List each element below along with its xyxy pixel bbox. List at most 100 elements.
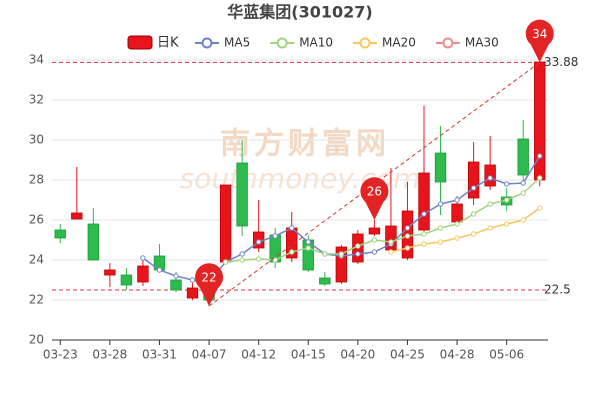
ma-point	[470, 185, 477, 191]
ma-point	[189, 277, 196, 283]
y-tick-label: 24	[29, 253, 44, 267]
legend-label: MA20	[382, 36, 416, 50]
ma-point	[503, 221, 510, 227]
ma-point	[437, 201, 444, 207]
candle-body	[335, 246, 348, 283]
ma-point	[537, 205, 543, 211]
ma-point	[222, 259, 229, 265]
candle-body	[170, 279, 182, 291]
x-tick-label: 03-23	[43, 348, 78, 362]
candle-body	[467, 161, 480, 199]
ma-point	[437, 239, 444, 245]
ma-point	[305, 239, 311, 245]
marker-pin: 26	[360, 177, 389, 220]
ma-point	[454, 221, 460, 227]
candle-body	[451, 203, 463, 223]
ma-point	[289, 249, 295, 255]
ma-point	[520, 190, 526, 196]
ma-line	[390, 207, 541, 253]
x-tick-label: 03-31	[142, 348, 177, 362]
price-line-label: 22.5	[544, 283, 571, 297]
ma-point	[503, 181, 510, 187]
ma-point	[537, 175, 543, 181]
ma-point	[305, 245, 311, 251]
ma-point	[404, 233, 411, 239]
ma-point	[355, 251, 361, 257]
marker-label: 34	[532, 27, 547, 41]
chart-title: 华蓝集团(301027)	[227, 3, 372, 22]
ma-line	[225, 177, 541, 263]
ma-point	[503, 197, 510, 203]
ma-point	[520, 217, 526, 223]
ma-point	[421, 231, 427, 237]
ma-point	[255, 239, 262, 245]
ma-point	[487, 175, 493, 181]
x-tick-label: 04-28	[440, 348, 475, 362]
candle-body	[120, 274, 133, 286]
ma-point	[454, 235, 460, 241]
x-tick-label: 04-07	[192, 348, 227, 362]
ma-point	[239, 257, 245, 263]
ma-point	[371, 237, 378, 243]
x-tick-label: 04-25	[390, 348, 425, 362]
ma-point	[404, 225, 411, 231]
legend-dot	[359, 37, 371, 49]
ma-point	[156, 267, 163, 273]
ma-point	[338, 251, 345, 257]
marker-label: 22	[201, 271, 216, 285]
legend-dot	[442, 37, 454, 49]
ma-point	[404, 245, 411, 251]
ma-point	[371, 249, 378, 255]
legend-label: MA30	[465, 36, 499, 50]
y-tick-label: 26	[29, 213, 44, 227]
candle-body	[104, 269, 116, 276]
x-tick-label: 04-15	[291, 348, 326, 362]
legend-label: MA5	[224, 36, 250, 50]
marker-pin: 22	[195, 263, 224, 306]
candle-body	[434, 152, 447, 183]
candle-body	[418, 172, 430, 231]
candle-body	[219, 184, 232, 263]
ma-point	[537, 153, 543, 159]
legend-swatch	[127, 35, 153, 50]
ma-point	[322, 251, 328, 257]
ma-point	[437, 225, 444, 231]
y-tick-label: 20	[29, 333, 44, 347]
x-tick-label: 05-06	[489, 348, 524, 362]
ma-point	[421, 211, 427, 217]
ma-point	[487, 201, 493, 207]
candle-body	[87, 223, 100, 261]
legend-dot	[201, 37, 213, 49]
ma-point	[421, 241, 427, 247]
x-tick-label: 04-12	[241, 348, 276, 362]
ma-point	[140, 255, 146, 261]
candle-body	[54, 229, 66, 239]
ma-point	[272, 233, 278, 239]
candle-body	[319, 277, 331, 285]
candle-body	[71, 212, 83, 220]
ma-point	[454, 197, 460, 203]
candle-body	[368, 227, 381, 235]
ma-point	[239, 251, 245, 257]
y-tick-label: 32	[29, 93, 44, 107]
candle-body	[236, 162, 248, 227]
ma-point	[272, 257, 278, 263]
legend-label: MA10	[299, 36, 333, 50]
ma-point	[173, 273, 179, 279]
candle-body	[186, 287, 199, 299]
watermark: 南方财富网	[220, 127, 390, 162]
ma-point	[355, 243, 361, 249]
marker-label: 26	[367, 185, 382, 199]
ma-point	[388, 239, 394, 245]
ma-point	[255, 256, 262, 262]
y-tick-label: 34	[29, 53, 44, 67]
legend-label: 日K	[157, 36, 179, 51]
candle-body	[517, 138, 529, 176]
marker-pin-shape	[360, 177, 389, 220]
ma-point	[388, 249, 394, 255]
y-tick-label: 22	[29, 293, 44, 307]
y-tick-label: 30	[29, 133, 44, 147]
ma-point	[470, 211, 477, 217]
ma-point	[487, 225, 493, 231]
marker-pin-shape	[525, 19, 554, 63]
